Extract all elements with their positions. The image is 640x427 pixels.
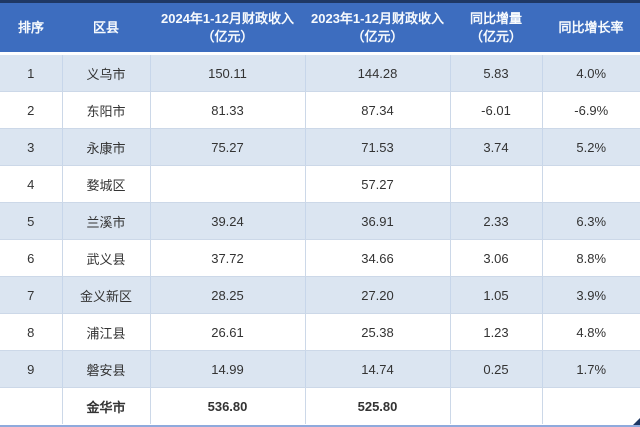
column-header-region: 区县	[62, 3, 150, 55]
cell-region: 浦江县	[61, 313, 150, 351]
cell-yoy_growth	[541, 387, 640, 424]
cell-yoy_growth: 6.3%	[541, 202, 640, 240]
table-header: 排序 区县 2024年1-12月财政收入 （亿元） 2023年1-12月财政收入 （亿元）…	[0, 3, 640, 55]
fiscal-revenue-table: 排序 区县 2024年1-12月财政收入 （亿元） 2023年1-12月财政收入 （亿元）…	[0, 3, 640, 424]
cell-yoy_change	[449, 165, 542, 203]
cell-region: 婺城区	[61, 165, 150, 203]
cell-rank: 4	[0, 165, 62, 203]
cell-region: 东阳市	[61, 91, 150, 129]
cell-rev2023: 27.20	[304, 276, 450, 314]
cell-yoy_growth: 3.9%	[541, 276, 640, 314]
cell-region: 义乌市	[61, 53, 150, 92]
cell-region: 金义新区	[61, 276, 150, 314]
cell-rev2023: 25.38	[304, 313, 450, 351]
cell-rev2024	[149, 165, 305, 203]
cell-rev2023: 57.27	[304, 165, 450, 203]
cell-yoy_change: 1.05	[449, 276, 542, 314]
table-row: 4 婺城区 57.27	[0, 165, 640, 203]
cell-rev2023: 36.91	[304, 202, 450, 240]
cell-rank: 8	[0, 313, 62, 351]
table-row: 1 义乌市 150.11 144.28 5.83 4.0%	[0, 53, 640, 92]
cell-region: 兰溪市	[61, 202, 150, 240]
cell-rev2024: 37.72	[149, 239, 305, 277]
cell-rank: 5	[0, 202, 62, 240]
cell-region: 磐安县	[61, 350, 150, 388]
cell-yoy_change	[449, 387, 542, 424]
cell-rev2024: 39.24	[149, 202, 305, 240]
cell-rank: 1	[0, 53, 62, 92]
cell-yoy_change: -6.01	[449, 91, 542, 129]
cell-region: 武义县	[61, 239, 150, 277]
cell-region: 永康市	[61, 128, 150, 166]
cell-yoy_growth: 5.2%	[541, 128, 640, 166]
resize-handle-icon	[633, 418, 640, 425]
cell-rev2023: 144.28	[304, 53, 450, 92]
cell-yoy_growth: 1.7%	[541, 350, 640, 388]
header-row: 排序 区县 2024年1-12月财政收入 （亿元） 2023年1-12月财政收入 （亿元）…	[0, 3, 640, 55]
cell-yoy_change: 1.23	[449, 313, 542, 351]
cell-yoy_change: 2.33	[449, 202, 542, 240]
cell-rev2024: 81.33	[149, 91, 305, 129]
table-row: 8 浦江县 26.61 25.38 1.23 4.8%	[0, 313, 640, 351]
cell-rank: 9	[0, 350, 62, 388]
cell-yoy_growth	[541, 165, 640, 203]
cell-rank: 6	[0, 239, 62, 277]
cell-yoy_growth: -6.9%	[541, 91, 640, 129]
table-row: 9 磐安县 14.99 14.74 0.25 1.7%	[0, 350, 640, 388]
cell-rev2023: 34.66	[304, 239, 450, 277]
cell-rev2024: 536.80	[149, 387, 305, 424]
table-row: 3 永康市 75.27 71.53 3.74 5.2%	[0, 128, 640, 166]
table-body: 1 义乌市 150.11 144.28 5.83 4.0% 2 东阳市 81.33 87.34 -6…	[0, 53, 640, 424]
cell-rank: 2	[0, 91, 62, 129]
table-row: 2 东阳市 81.33 87.34 -6.01 -6.9%	[0, 91, 640, 129]
cell-yoy_growth: 4.8%	[541, 313, 640, 351]
cell-yoy_change: 5.83	[449, 53, 542, 92]
column-header-rev2023: 2023年1-12月财政收入 （亿元）	[305, 3, 450, 55]
table-total-row: 金华市 536.80 525.80	[0, 387, 640, 424]
column-header-rev2024: 2024年1-12月财政收入 （亿元）	[150, 3, 305, 55]
cell-rank	[0, 387, 62, 424]
column-header-yoy_change: 同比增量 （亿元）	[450, 3, 542, 55]
cell-rev2024: 26.61	[149, 313, 305, 351]
cell-rev2024: 75.27	[149, 128, 305, 166]
cell-yoy_growth: 4.0%	[541, 53, 640, 92]
cell-rev2024: 150.11	[149, 53, 305, 92]
cell-rev2024: 28.25	[149, 276, 305, 314]
column-header-rank: 排序	[0, 3, 62, 55]
cell-rank: 7	[0, 276, 62, 314]
cell-yoy_change: 3.74	[449, 128, 542, 166]
cell-rank: 3	[0, 128, 62, 166]
cell-yoy_change: 3.06	[449, 239, 542, 277]
cell-rev2024: 14.99	[149, 350, 305, 388]
table-row: 6 武义县 37.72 34.66 3.06 8.8%	[0, 239, 640, 277]
cell-yoy_growth: 8.8%	[541, 239, 640, 277]
cell-rev2023: 87.34	[304, 91, 450, 129]
cell-region: 金华市	[61, 387, 150, 424]
cell-rev2023: 14.74	[304, 350, 450, 388]
cell-rev2023: 71.53	[304, 128, 450, 166]
table-row: 5 兰溪市 39.24 36.91 2.33 6.3%	[0, 202, 640, 240]
table-row: 7 金义新区 28.25 27.20 1.05 3.9%	[0, 276, 640, 314]
cell-rev2023: 525.80	[304, 387, 450, 424]
cell-yoy_change: 0.25	[449, 350, 542, 388]
column-header-yoy_growth: 同比增长率	[542, 3, 640, 55]
